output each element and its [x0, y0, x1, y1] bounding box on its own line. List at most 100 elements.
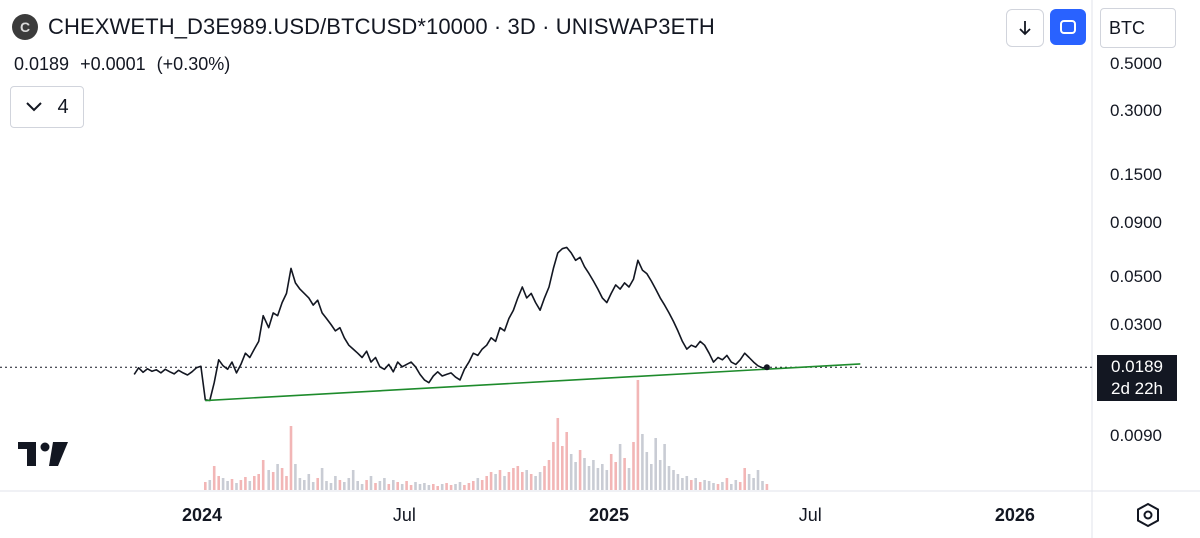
volume-bar [351, 470, 355, 490]
volume-bar [569, 454, 573, 490]
symbol-title[interactable]: CHEXWETH_D3E989.USD/BTCUSD*10000 · 3D · … [48, 14, 715, 39]
volume-bar [405, 481, 408, 490]
change-value: +0.0001 [80, 54, 146, 74]
volume-bar [294, 464, 297, 490]
tradingview-logo-icon [18, 442, 68, 466]
volume-bar [400, 484, 404, 490]
volume-bar [289, 426, 293, 490]
volume-bar [672, 470, 675, 490]
price-tick-label: 0.0900 [1110, 212, 1162, 232]
volume-bar [552, 442, 555, 490]
volume-bar [685, 476, 689, 490]
volume-bar [445, 483, 448, 490]
currency-selector[interactable]: BTC [1100, 8, 1176, 48]
volume-bar [752, 478, 755, 490]
volume-bar [534, 476, 537, 490]
fullscreen-button[interactable] [1050, 9, 1086, 45]
volume-bar [503, 476, 506, 490]
symbol-logo: C [12, 14, 38, 40]
indicators-toggle-button[interactable]: 4 [10, 86, 84, 128]
volume-bar [592, 460, 595, 490]
volume-bar [360, 484, 364, 490]
symbol-header: C CHEXWETH_D3E989.USD/BTCUSD*10000 · 3D … [12, 14, 715, 40]
volume-bar [221, 478, 225, 490]
volume-bar [734, 480, 738, 490]
volume-bar [627, 468, 631, 490]
volume-bar [369, 476, 373, 490]
volume-bar [208, 480, 212, 490]
volume-bar [217, 476, 220, 490]
volume-bar [738, 482, 742, 490]
last-price-tag: 0.0189 2d 22h [1097, 355, 1177, 401]
volume-bar [614, 462, 617, 490]
time-tick-label: 2026 [994, 505, 1035, 525]
volume-bar [436, 486, 439, 490]
volume-bar [494, 474, 497, 490]
volume-bar [658, 460, 662, 490]
volume-bar [204, 482, 207, 490]
volume-bar [743, 468, 746, 490]
volume-bar [276, 464, 279, 490]
volume-bar [694, 478, 697, 490]
volume-bar [587, 466, 591, 490]
volume-bar [280, 468, 284, 490]
volume-bar [605, 470, 609, 490]
volume-bar [285, 476, 288, 490]
volume-bar [248, 481, 252, 490]
volume-bar [409, 485, 413, 490]
volume-bar [261, 460, 265, 490]
price-tick-label: 0.0090 [1110, 426, 1162, 445]
volume-bar [556, 418, 560, 490]
volume-bar [365, 480, 368, 490]
download-button[interactable] [1006, 9, 1044, 47]
volume-bar [583, 458, 586, 490]
volume-bar [489, 472, 493, 490]
volume-bar [374, 483, 377, 490]
volume-bar [507, 472, 511, 490]
chart-settings-icon[interactable] [1134, 501, 1162, 529]
volume-bar [707, 481, 711, 490]
volume-bar [681, 478, 684, 490]
volume-bar [547, 460, 551, 490]
volume-bar [676, 474, 680, 490]
volume-bar [427, 485, 431, 490]
volume-bar [601, 464, 604, 490]
price-tick-label: 0.0300 [1110, 314, 1162, 334]
last-price-tag-value: 0.0189 [1111, 357, 1163, 376]
volume-bar [650, 464, 653, 490]
indicators-count: 4 [57, 95, 69, 118]
volume-bar [667, 466, 671, 490]
volume-bar [253, 476, 256, 490]
ohlc-quote: 0.0189 +0.0001 (+0.30%) [14, 54, 236, 75]
volume-bar [267, 470, 270, 490]
volume-bar [449, 485, 453, 490]
volume-bar [378, 481, 382, 490]
volume-bar [343, 482, 346, 490]
volume-bar [257, 474, 260, 490]
price-tick-label: 0.1500 [1110, 165, 1162, 185]
volume-bar [485, 476, 488, 490]
volume-bar [747, 474, 751, 490]
volume-bar [703, 480, 706, 490]
volume-bar [414, 482, 417, 490]
volume-bar [432, 484, 435, 490]
volume-bar [235, 483, 238, 490]
volume-bar [311, 482, 315, 490]
volume-bar [596, 468, 600, 490]
volume-bar [578, 450, 582, 490]
time-tick-label: 2024 [181, 505, 223, 525]
volume-bar [636, 380, 640, 490]
volume-bar [303, 480, 306, 490]
change-percent: (+0.30%) [156, 54, 231, 74]
bar-countdown: 2d 22h [1111, 379, 1163, 398]
volume-bar [725, 478, 729, 490]
fullscreen-icon [1060, 20, 1076, 34]
volume-bar [765, 484, 769, 490]
volume-bar [529, 474, 533, 490]
volume-bar [325, 481, 328, 490]
volume-bar [716, 484, 720, 490]
volume-bar [618, 444, 622, 490]
volume-bar [663, 444, 666, 490]
volume-bar [338, 480, 342, 490]
